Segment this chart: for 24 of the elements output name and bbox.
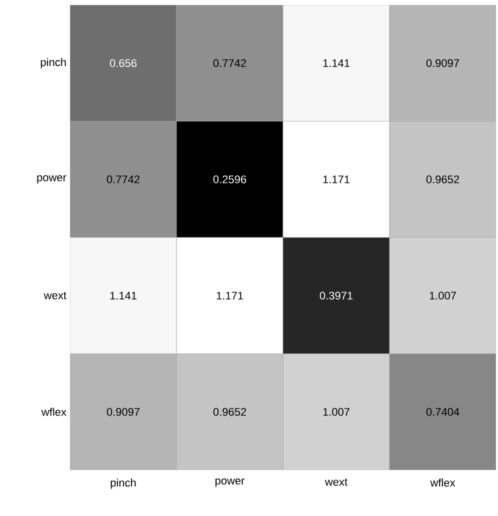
x-tick-label: wflex <box>430 478 456 487</box>
data-label: 0.9652 <box>426 175 460 184</box>
data-label: 0.9097 <box>426 59 460 68</box>
data-label: 0.3971 <box>320 292 353 300</box>
y-tick-label: power <box>37 175 66 184</box>
data-label: 0.9652 <box>213 408 246 416</box>
y-tick-label: wflex <box>41 408 66 416</box>
data-label: 0.656 <box>110 59 137 68</box>
data-label: 0.7742 <box>213 59 246 68</box>
data-label: 0.2596 <box>213 175 246 184</box>
data-label: 1.007 <box>430 292 456 300</box>
y-tick-label: wext <box>44 292 66 300</box>
data-label: 1.171 <box>216 292 243 300</box>
data-label: 0.7742 <box>106 175 140 184</box>
data-label: 1.141 <box>110 292 136 300</box>
y-tick-label: pinch <box>40 58 66 68</box>
data-label: 1.141 <box>323 59 350 67</box>
data-label: 1.007 <box>323 408 350 416</box>
data-label: 1.171 <box>323 176 350 184</box>
x-tick-label: wext <box>324 478 348 486</box>
data-label: 0.7404 <box>426 408 460 416</box>
x-tick-label: power <box>215 478 245 487</box>
x-tick-label: pinch <box>110 478 136 489</box>
data-label: 0.9097 <box>106 408 140 416</box>
